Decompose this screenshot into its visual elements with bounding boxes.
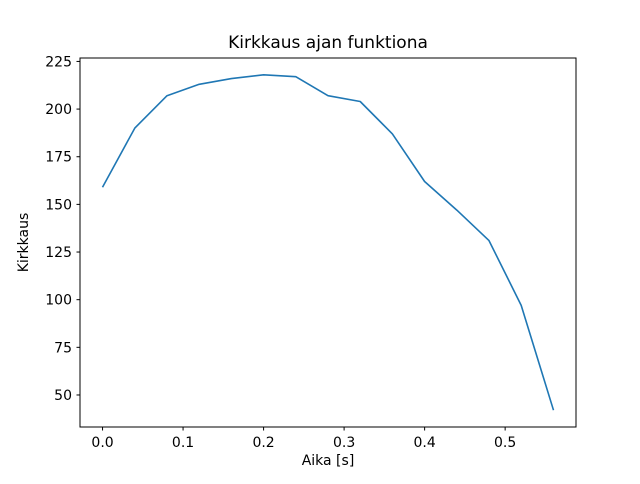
- axis-ticks: 0.0 0.1 0.2 0.3 0.4 0.5 50 75 100 125 150 175 200 225: [45, 54, 516, 451]
- x-axis-tick-label: 0.3: [333, 435, 355, 451]
- plot-area-border: [79, 57, 577, 428]
- x-axis-label: Aika [s]: [302, 453, 355, 469]
- y-axis-tick-label: 150: [45, 197, 72, 213]
- y-axis-tick-label: 100: [45, 293, 72, 309]
- chart-title: Kirkkaus ajan funktiona: [228, 33, 428, 53]
- x-axis-tick-label: 0.4: [413, 435, 435, 451]
- x-axis-tick-label: 0.1: [172, 435, 194, 451]
- x-axis-tick-label: 0.0: [91, 435, 113, 451]
- y-axis-tick-label: 225: [45, 54, 72, 70]
- y-axis-tick-label: 75: [54, 340, 72, 356]
- y-axis-tick-label: 200: [45, 102, 72, 118]
- y-axis-label: Kirkkaus: [16, 213, 32, 273]
- y-axis-tick-label: 175: [45, 150, 72, 166]
- data-line: [101, 74, 555, 411]
- x-axis-tick-label: 0.5: [494, 435, 516, 451]
- x-axis-tick-label: 0.2: [252, 435, 274, 451]
- y-axis-tick-label: 50: [54, 388, 72, 404]
- y-axis-tick-label: 125: [45, 245, 72, 261]
